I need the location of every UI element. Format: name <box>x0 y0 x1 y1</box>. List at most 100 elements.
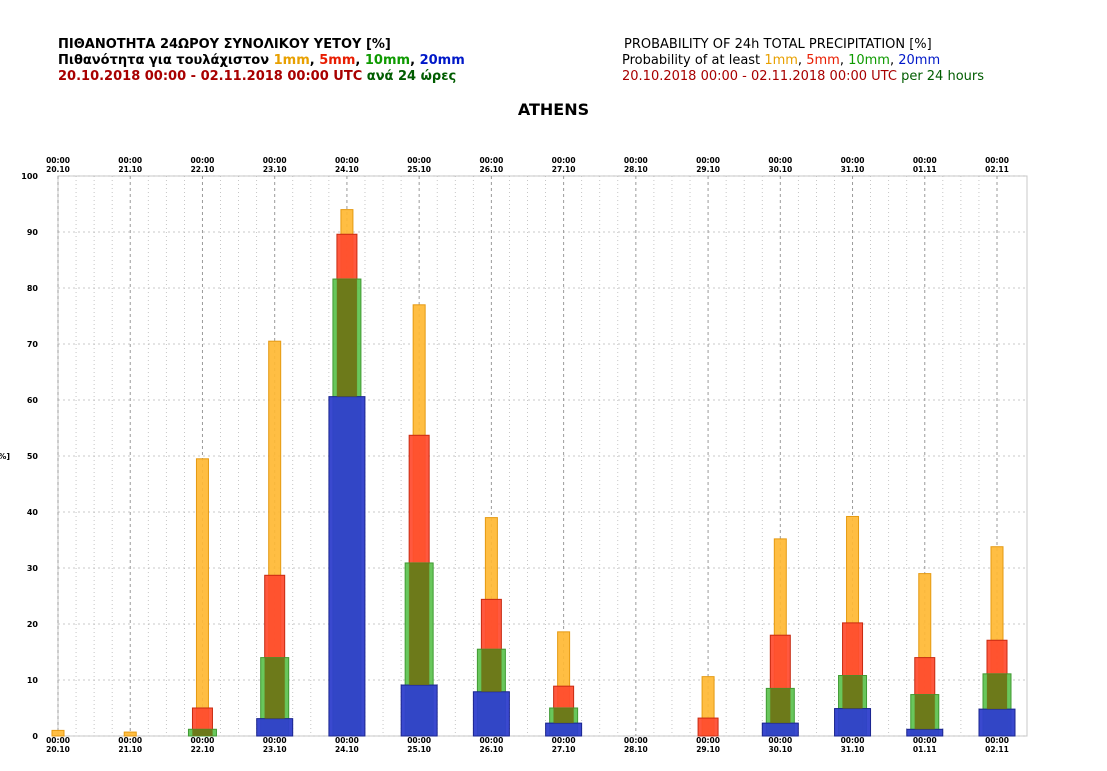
y-tick-label: 90 <box>27 228 39 237</box>
bar-20mm-24.10 <box>328 396 366 737</box>
english-threshold-10mm: 10mm <box>848 53 890 68</box>
bottom-tick-date: 27.10 <box>552 745 576 754</box>
bottom-tick-date: 26.10 <box>480 745 504 754</box>
y-tick-label: 100 <box>21 172 38 181</box>
english-period-suffix: per 24 hours <box>901 69 985 84</box>
greek-threshold-1mm: 1mm <box>273 53 310 68</box>
greek-header: ΠΙΘΑΝΟΤΗΤΑ 24ΩΡΟΥ ΣΥΝΟΛΙΚΟΥ ΥΕΤΟΥ [%] Πι… <box>58 37 465 85</box>
bottom-tick-time: 00:00 <box>624 736 648 745</box>
bottom-tick-date: 22.10 <box>191 745 215 754</box>
top-tick-time: 00:00 <box>552 156 576 165</box>
bar-20mm-02.11 <box>978 708 1016 737</box>
bottom-tick-date: 24.10 <box>335 745 359 754</box>
bar-5mm-29.10 <box>697 717 719 737</box>
bottom-tick-time: 00:00 <box>46 736 70 745</box>
top-tick-time: 00:00 <box>985 156 1009 165</box>
bar-20mm-30.10 <box>761 722 799 737</box>
overlap-5mm-10mm-23.10 <box>264 657 285 719</box>
top-tick-date: 22.10 <box>191 165 215 174</box>
bottom-tick-date: 28.10 <box>624 745 648 754</box>
bottom-tick-date: 20.10 <box>46 745 70 754</box>
bar-20mm-01.11 <box>906 728 944 737</box>
top-tick-time: 00:00 <box>913 156 937 165</box>
y-tick-label: 10 <box>27 676 39 685</box>
greek-threshold-10mm: 10mm <box>364 53 411 68</box>
y-tick-label: 50 <box>27 452 39 461</box>
top-tick-time: 00:00 <box>479 156 503 165</box>
top-tick-date: 28.10 <box>624 165 648 174</box>
y-tick-label: 70 <box>27 340 39 349</box>
top-tick-date: 31.10 <box>841 165 865 174</box>
bottom-tick-time: 00:00 <box>985 736 1009 745</box>
bottom-tick-date: 01.11 <box>913 745 937 754</box>
bottom-tick-date: 25.10 <box>407 745 431 754</box>
top-tick-date: 29.10 <box>696 165 720 174</box>
overlap-5mm-10mm-26.10 <box>481 649 502 692</box>
bottom-tick-date: 30.10 <box>768 745 792 754</box>
overlap-5mm-10mm-02.11 <box>987 673 1007 710</box>
greek-title: ΠΙΘΑΝΟΤΗΤΑ 24ΩΡΟΥ ΣΥΝΟΛΙΚΟΥ ΥΕΤΟΥ [%] <box>58 37 391 52</box>
english-threshold-1mm: 1mm <box>764 53 798 68</box>
greek-threshold-20mm: 20mm <box>419 53 465 68</box>
top-tick-time: 00:00 <box>624 156 648 165</box>
overlap-5mm-10mm-27.10 <box>553 708 574 724</box>
bottom-tick-time: 00:00 <box>118 736 142 745</box>
greek-separator: , <box>355 53 361 68</box>
top-tick-date: 23.10 <box>263 165 287 174</box>
english-title: PROBABILITY OF 24h TOTAL PRECIPITATION [… <box>624 37 932 52</box>
top-tick-date: 21.10 <box>118 165 142 174</box>
top-tick-time: 00:00 <box>191 156 215 165</box>
bar-1mm-22.10 <box>195 458 209 737</box>
overlap-5mm-10mm-25.10 <box>409 562 430 686</box>
bottom-tick-time: 00:00 <box>335 736 359 745</box>
top-tick-time: 00:00 <box>335 156 359 165</box>
top-tick-date: 24.10 <box>335 165 359 174</box>
english-threshold-5mm: 5mm <box>806 53 840 68</box>
y-tick-label: 80 <box>27 284 39 293</box>
greek-separator: , <box>410 53 416 68</box>
english-subtitle: Probability of at least 1mm, 5mm, 10mm, … <box>622 53 984 69</box>
top-tick-date: 27.10 <box>552 165 576 174</box>
bottom-tick-time: 00:00 <box>841 736 865 745</box>
greek-threshold-5mm: 5mm <box>319 53 356 68</box>
english-threshold-20mm: 20mm <box>898 53 941 68</box>
bottom-tick-time: 00:00 <box>191 736 215 745</box>
bar-20mm-23.10 <box>256 718 294 737</box>
top-tick-date: 26.10 <box>480 165 504 174</box>
greek-period-line: 20.10.2018 00:00 - 02.11.2018 00:00 UTC … <box>58 69 465 85</box>
bottom-tick-time: 00:00 <box>552 736 576 745</box>
top-tick-date: 25.10 <box>407 165 431 174</box>
bottom-tick-date: 23.10 <box>263 745 287 754</box>
overlap-5mm-10mm-01.11 <box>914 694 935 730</box>
overlap-5mm-10mm-30.10 <box>770 688 791 724</box>
overlap-5mm-10mm-22.10 <box>192 729 213 736</box>
y-tick-label: 0 <box>32 732 38 741</box>
y-tick-label: 20 <box>27 620 39 629</box>
bar-1mm-21.10 <box>123 731 137 737</box>
top-tick-time: 00:00 <box>696 156 720 165</box>
top-tick-time: 00:00 <box>118 156 142 165</box>
overlap-5mm-10mm-24.10 <box>336 279 357 397</box>
greek-subtitle: Πιθανότητα για τουλάχιστον 1mm, 5mm, 10m… <box>58 53 465 69</box>
top-tick-date: 30.10 <box>768 165 792 174</box>
bottom-tick-time: 00:00 <box>696 736 720 745</box>
bottom-tick-date: 02.11 <box>985 745 1009 754</box>
y-tick-label: 60 <box>27 396 39 405</box>
overlap-5mm-10mm-31.10 <box>842 675 863 709</box>
english-period-line: 20.10.2018 00:00 - 02.11.2018 00:00 UTC … <box>622 69 984 85</box>
y-tick-label: 30 <box>27 564 39 573</box>
top-tick-time: 00:00 <box>263 156 287 165</box>
bottom-tick-date: 31.10 <box>841 745 865 754</box>
city-title: ATHENS <box>517 100 590 119</box>
greek-subtitle-prefix: Πιθανότητα για τουλάχιστον <box>58 53 270 68</box>
bar-20mm-27.10 <box>545 722 583 737</box>
bar-1mm-20.10 <box>51 729 65 737</box>
bottom-tick-time: 00:00 <box>263 736 287 745</box>
english-separator: , <box>889 53 895 68</box>
y-tick-label: 40 <box>27 508 39 517</box>
english-separator: , <box>797 53 803 68</box>
bottom-tick-time: 00:00 <box>768 736 792 745</box>
top-tick-date: 01.11 <box>913 165 937 174</box>
bottom-tick-time: 00:00 <box>479 736 503 745</box>
